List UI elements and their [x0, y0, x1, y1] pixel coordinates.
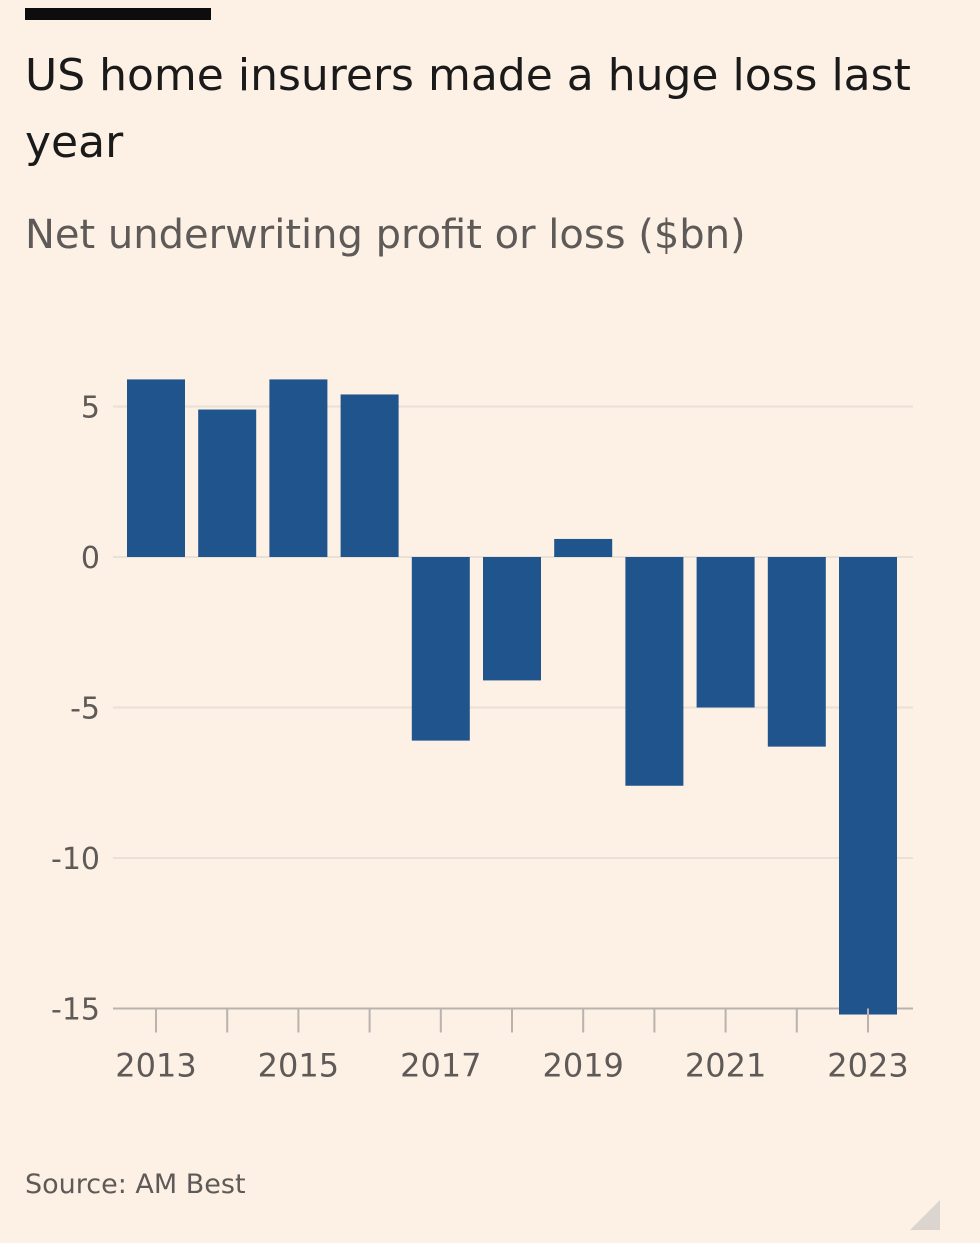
x-tick-label: 2017 [400, 1047, 481, 1085]
x-tick-label: 2021 [685, 1047, 766, 1085]
y-tick-label: -5 [70, 692, 100, 727]
bar-2019 [554, 538, 613, 557]
bar-2017 [411, 557, 470, 741]
bar-2013 [127, 379, 185, 557]
bar-2021 [696, 557, 755, 708]
y-tick-label: 0 [81, 541, 100, 576]
x-tick-label: 2013 [115, 1047, 196, 1085]
x-tick-label: 2015 [258, 1047, 339, 1085]
bar-chart: 5 0 -5 -10 -15 2013 2015 2017 2019 2021 2023 [51, 379, 913, 1085]
bar-2018 [483, 557, 541, 681]
x-tick-label: 2019 [542, 1047, 623, 1085]
y-tick-label: -15 [51, 993, 100, 1028]
bar-2014 [198, 409, 257, 557]
y-tick-label: -10 [51, 842, 100, 877]
x-tick-label: 2023 [827, 1047, 908, 1085]
header-bar [25, 8, 211, 20]
chart-subtitle: Net underwriting profit or loss ($bn) [25, 212, 746, 258]
bar-2016 [340, 394, 399, 557]
chart-title: US home insurers made a huge loss last y… [25, 50, 911, 168]
resize-handle-icon [910, 1200, 940, 1230]
bar-2023 [839, 557, 897, 1015]
y-tick-label: 5 [81, 391, 100, 426]
source-note: Source: AM Best [25, 1169, 246, 1200]
bar-2020 [625, 557, 684, 786]
bar-2015 [269, 379, 328, 557]
bar-2022 [767, 557, 826, 747]
